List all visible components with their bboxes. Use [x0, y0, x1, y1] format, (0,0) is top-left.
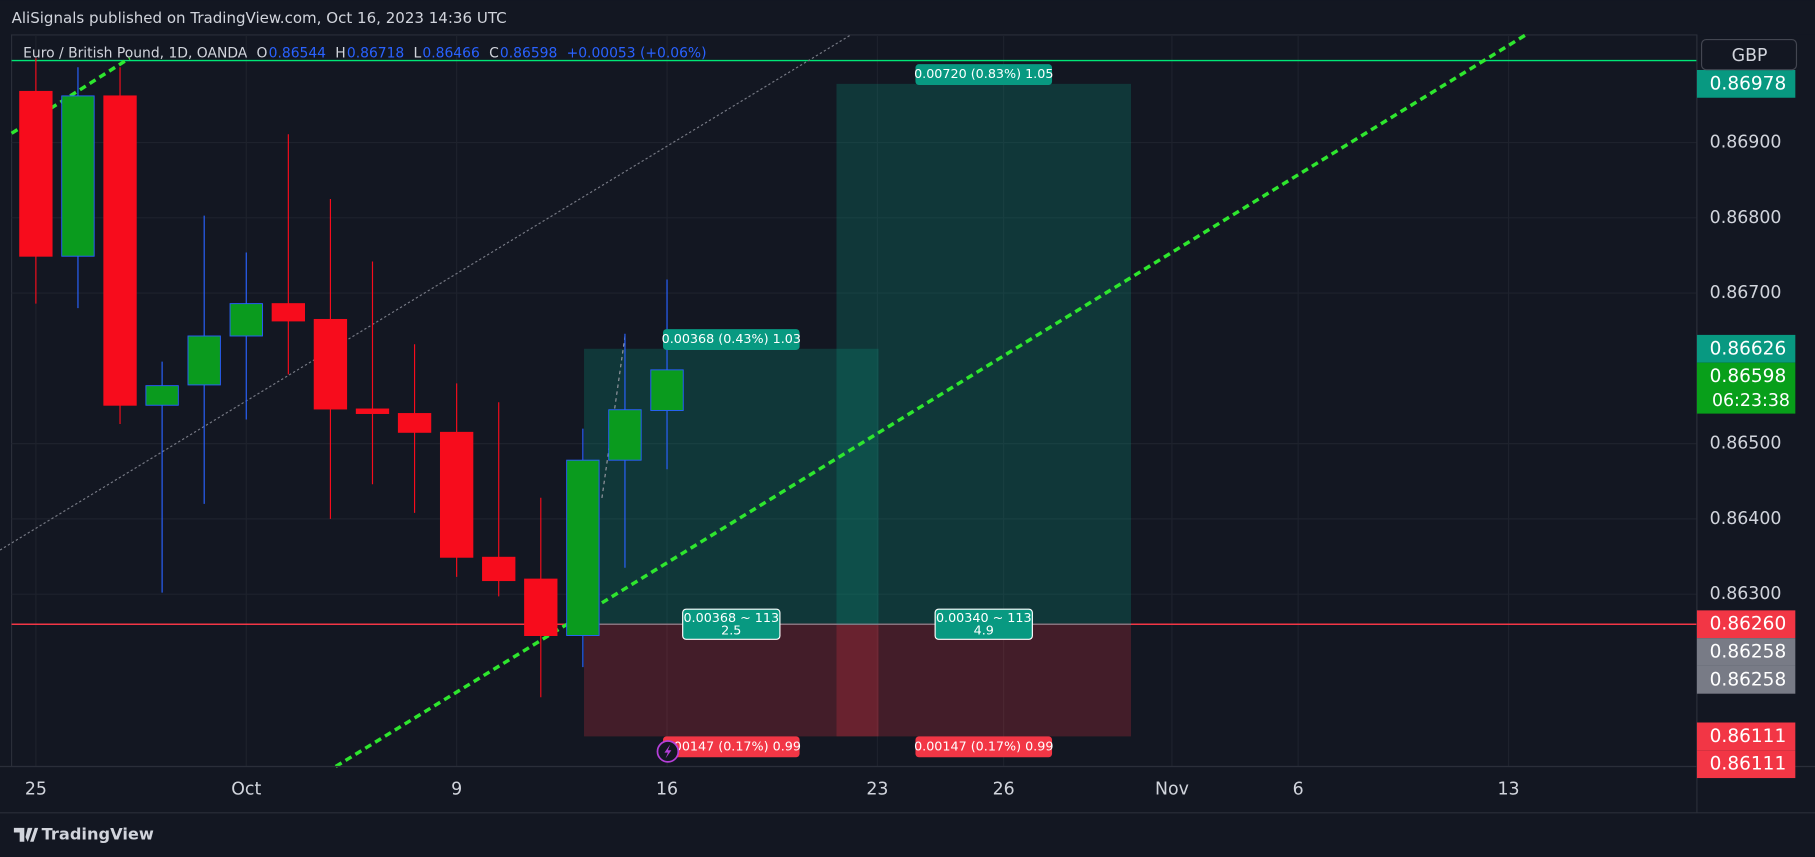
legend-item: O: [257, 45, 268, 61]
candle-body: [103, 95, 137, 406]
price-badge-label: 0.86111: [1710, 726, 1787, 747]
trend-line: [334, 33, 1527, 768]
candle-body: [482, 556, 516, 582]
candle-body: [397, 413, 432, 433]
price-badge-label: 0.86258: [1710, 669, 1787, 690]
publisher: AliSignals published on TradingView.com,…: [12, 9, 507, 27]
y-tick-label: 0.86900: [1710, 133, 1782, 153]
price-badge: [1696, 638, 1796, 666]
price-badge: [1696, 722, 1796, 751]
price-badge-label: 0.86598: [1710, 366, 1787, 387]
price-badge: [1696, 610, 1796, 639]
candle-body: [145, 385, 179, 406]
legend-item: 0.86544: [269, 45, 327, 61]
x-tick-label: 9: [451, 780, 462, 800]
currency-button[interactable]: [1700, 38, 1798, 71]
candle-body: [313, 318, 348, 410]
price-badge-label: 0.86258: [1710, 642, 1787, 663]
position-label: 0.00368 ~ 113: [683, 611, 779, 626]
y-tick-label: 0.86700: [1710, 283, 1782, 303]
position-label-bg: [663, 329, 800, 350]
position-label: 0.00720 (0.83%) 1.05: [914, 67, 1053, 82]
legend-item: 0.86598: [500, 45, 557, 61]
price-badge: [1696, 665, 1796, 694]
countdown: 06:23:38: [1712, 391, 1790, 411]
legend-item: C: [489, 45, 499, 61]
currency: GBP: [1732, 46, 1768, 66]
y-tick-label: 0.86300: [1710, 584, 1782, 604]
legend-item: H: [335, 45, 345, 61]
target-zone: [584, 348, 879, 625]
parallel-channel-line: [0, 34, 852, 551]
position-label-bg: [915, 64, 1053, 86]
legend-item: Euro / British Pound, 1D, OANDA: [23, 45, 248, 61]
price-badge: [1696, 69, 1796, 98]
x-tick-label: 26: [993, 780, 1015, 800]
legend-item: L: [414, 45, 422, 61]
position-label-bg: [915, 736, 1053, 758]
x-tick-label: 6: [1293, 780, 1304, 800]
y-tick-label: 0.86400: [1710, 509, 1782, 529]
stop-zone: [836, 624, 1132, 737]
candle-body: [566, 459, 600, 637]
price-badge-label: 0.86978: [1710, 73, 1787, 94]
brand: TradingView: [42, 824, 154, 843]
y-tick-label: 0.86800: [1710, 208, 1782, 228]
price-badge: [1696, 334, 1796, 363]
target-zone: [836, 83, 1132, 625]
x-tick-label: 13: [1497, 780, 1519, 800]
candle-body: [19, 90, 53, 257]
legend-item: 0.86466: [422, 45, 479, 61]
candle-body: [608, 409, 642, 461]
x-tick-label: 16: [656, 780, 678, 800]
candle-body: [355, 408, 390, 414]
y-tick-label: 0.86500: [1710, 434, 1782, 454]
price-badge-label: 0.86260: [1710, 614, 1787, 635]
candle-body: [524, 578, 558, 637]
candle-body: [229, 303, 263, 337]
x-tick-label: Oct: [231, 780, 261, 800]
price-badge: [1696, 362, 1796, 414]
position-label-bg: [663, 736, 800, 758]
candle-body: [650, 369, 684, 411]
candle-body: [271, 303, 306, 322]
plot-area: [10, 34, 1698, 768]
position-label: 0.00147 (0.17%) 0.99: [662, 739, 801, 754]
stop-zone: [584, 624, 879, 737]
position-label: 0.00147 (0.17%) 0.99: [914, 739, 1053, 754]
candle-body: [439, 431, 474, 558]
x-tick-label: 25: [25, 780, 47, 800]
x-tick-label: 23: [866, 780, 888, 800]
tradingview-logo: [13, 827, 39, 842]
event-icon-bolt: [664, 744, 672, 759]
price-badge-label: 0.86626: [1710, 338, 1787, 359]
logo-icon: [13, 827, 39, 842]
candle-body: [61, 95, 95, 257]
position-label: 0.00340 ~ 113: [936, 611, 1032, 626]
candle-body: [187, 335, 221, 386]
price-badge-label: 0.86111: [1710, 754, 1787, 775]
position-label-bg: [682, 608, 781, 640]
position-label-bg: [934, 608, 1033, 640]
x-tick-label: Nov: [1155, 780, 1189, 800]
legend-item: +0.00053 (+0.06%): [567, 45, 707, 61]
position-label: 0.00368 (0.43%) 1.03: [662, 332, 801, 347]
price-badge: [1696, 750, 1796, 779]
position-label: 2.5: [721, 624, 741, 639]
legend-item: 0.86718: [347, 45, 404, 61]
position-label: 4.9: [974, 624, 994, 639]
